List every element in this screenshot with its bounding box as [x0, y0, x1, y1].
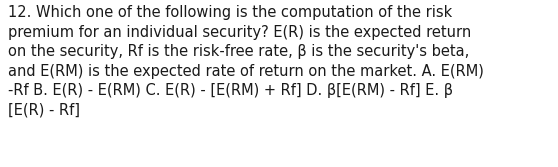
- Text: 12. Which one of the following is the computation of the risk
premium for an ind: 12. Which one of the following is the co…: [8, 5, 484, 118]
